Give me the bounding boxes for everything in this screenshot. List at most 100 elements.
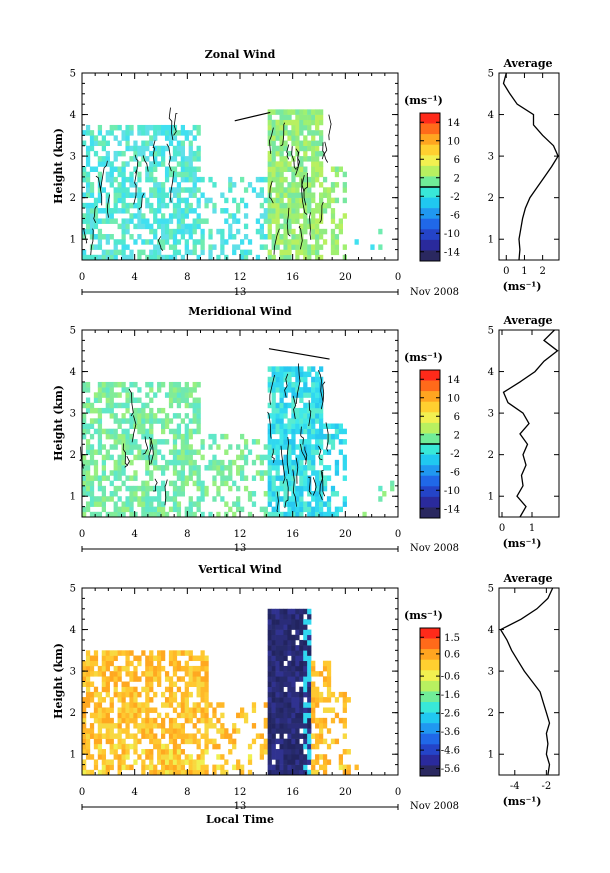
y-tick-label: 2: [70, 193, 76, 204]
heatmap-cell: [196, 397, 201, 404]
heatmap-cell: [303, 124, 308, 131]
heatmap-cell: [204, 485, 209, 492]
profile-line: [502, 72, 559, 261]
heatmap-cell: [161, 428, 166, 435]
heatmap-cell: [172, 234, 178, 240]
heatmap-cell: [322, 239, 328, 245]
heatmap-cell: [287, 506, 292, 513]
heatmap-cell: [267, 249, 272, 256]
y-tick-label: 1: [70, 750, 76, 761]
zero-contour: [300, 443, 307, 461]
zero-contour: [276, 491, 279, 513]
heatmap-cell: [196, 728, 201, 734]
heatmap-cell: [271, 639, 276, 646]
heatmap-cell: [279, 187, 284, 193]
heatmap-cell: [275, 202, 280, 209]
heatmap-cell: [275, 613, 280, 620]
heatmap-cell: [97, 156, 103, 162]
heatmap-cell: [85, 407, 91, 414]
heatmap-cell: [319, 182, 324, 188]
heatmap-cell: [188, 234, 193, 240]
heatmap-cell: [93, 465, 99, 471]
heatmap-cell: [172, 449, 178, 455]
heatmap-cell: [145, 485, 150, 492]
heatmap-cell: [125, 475, 130, 481]
heatmap-cell: [97, 381, 103, 388]
heatmap-cell: [196, 223, 201, 230]
heatmap-cell: [93, 135, 99, 141]
heatmap-cell: [315, 171, 320, 178]
heatmap-cell: [82, 428, 87, 435]
heatmap-cell: [93, 254, 99, 261]
heatmap-cell: [184, 444, 189, 450]
heatmap-cell: [322, 697, 328, 703]
heatmap-cell: [121, 697, 126, 703]
heatmap-cell: [303, 371, 308, 378]
heatmap-cell: [287, 449, 292, 455]
heatmap-cell: [334, 511, 340, 518]
heatmap-cell: [240, 465, 245, 471]
heatmap-cell: [243, 439, 249, 445]
heatmap-cell: [315, 433, 320, 440]
heatmap-cell: [176, 764, 182, 771]
heatmap-cell: [303, 218, 308, 224]
heatmap-cell: [105, 171, 110, 178]
heatmap-cell: [390, 480, 395, 487]
heatmap-cell: [275, 454, 280, 461]
heatmap-cell: [125, 439, 130, 445]
heatmap-cell: [271, 387, 276, 393]
heatmap-cell: [322, 759, 328, 765]
heatmap-cell: [196, 681, 201, 687]
heatmap-cell: [93, 392, 99, 398]
heatmap-cell: [153, 439, 158, 445]
profile-y-tick-label: 3: [488, 152, 494, 163]
heatmap-cell: [299, 449, 304, 455]
heatmap-cell: [85, 506, 91, 513]
heatmap-cell: [326, 697, 332, 703]
heatmap-cell: [149, 723, 154, 729]
heatmap-cell: [307, 491, 312, 497]
heatmap-cell: [117, 691, 122, 698]
heatmap-cell: [319, 161, 324, 167]
heatmap-cell: [145, 418, 150, 424]
heatmap-cell: [315, 506, 320, 513]
heatmap-cell: [137, 407, 142, 414]
heatmap-cell: [291, 676, 296, 682]
heatmap-cell: [137, 213, 142, 219]
heatmap-cell: [137, 454, 142, 461]
heatmap-cell: [212, 712, 217, 719]
heatmap-cell: [287, 608, 292, 615]
zero-contour: [308, 400, 312, 427]
heatmap-cell: [295, 485, 300, 492]
heatmap-cell: [188, 249, 193, 256]
heatmap-cell: [267, 433, 272, 440]
heatmap-cell: [145, 733, 150, 739]
heatmap-cell: [145, 218, 150, 224]
heatmap-cell: [125, 208, 130, 214]
heatmap-cell: [295, 619, 300, 625]
heatmap-cell: [208, 723, 213, 729]
heatmap-cell: [101, 459, 106, 466]
heatmap-cell: [287, 244, 292, 250]
heatmap-cell: [224, 511, 229, 518]
heatmap-cell: [82, 387, 87, 393]
date-label: Nov 2008: [410, 801, 459, 812]
heatmap-cell: [299, 407, 304, 414]
zero-contour: [170, 170, 175, 203]
zero-contour: [95, 175, 103, 206]
y-tick-label: 5: [70, 326, 76, 337]
heatmap-cell: [267, 439, 272, 445]
heatmap-cell: [180, 140, 185, 147]
heatmap-cell: [184, 392, 189, 398]
heatmap-cell: [279, 759, 284, 765]
heatmap-cell: [137, 723, 142, 729]
heatmap-cell: [196, 759, 201, 765]
heatmap-cell: [271, 428, 276, 435]
heatmap-cell: [145, 707, 150, 713]
heatmap-cell: [311, 208, 316, 214]
heatmap-cell: [267, 691, 272, 698]
heatmap-cell: [137, 176, 142, 183]
heatmap-cell: [307, 223, 312, 230]
heatmap-cell: [303, 754, 308, 760]
heatmap-cell: [101, 671, 106, 677]
